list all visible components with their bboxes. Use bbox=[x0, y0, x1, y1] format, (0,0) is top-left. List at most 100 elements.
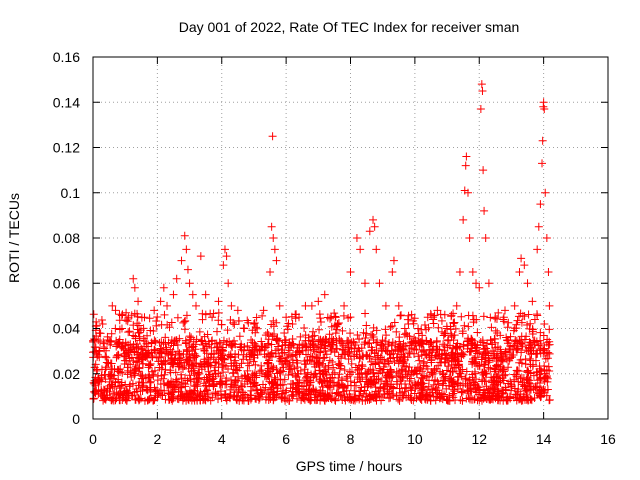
data-point bbox=[334, 318, 343, 327]
data-point bbox=[306, 396, 315, 405]
data-point bbox=[95, 353, 104, 362]
data-point bbox=[284, 371, 293, 380]
data-point-peak bbox=[196, 252, 205, 261]
data-point bbox=[208, 336, 217, 345]
data-point bbox=[299, 385, 308, 394]
data-point bbox=[343, 336, 352, 345]
data-point bbox=[291, 350, 300, 359]
data-point bbox=[201, 310, 210, 319]
data-point bbox=[506, 394, 515, 403]
data-point bbox=[416, 364, 425, 373]
data-point bbox=[124, 328, 133, 337]
data-point bbox=[321, 390, 330, 399]
data-point bbox=[346, 313, 355, 322]
data-point bbox=[345, 347, 354, 356]
data-point bbox=[445, 374, 454, 383]
data-point bbox=[410, 367, 419, 376]
data-point bbox=[138, 383, 147, 392]
data-point-peak bbox=[307, 301, 316, 310]
data-point bbox=[326, 314, 335, 323]
data-point bbox=[109, 389, 118, 398]
data-point bbox=[543, 374, 552, 383]
data-point bbox=[266, 367, 275, 376]
data-point bbox=[451, 324, 460, 333]
data-point-peak bbox=[365, 227, 374, 236]
data-point bbox=[319, 391, 328, 400]
data-point bbox=[355, 346, 364, 355]
data-point-peak bbox=[472, 279, 481, 288]
data-point bbox=[206, 361, 215, 370]
data-point-peak bbox=[259, 306, 268, 315]
data-point bbox=[164, 378, 173, 387]
data-point bbox=[315, 361, 324, 370]
data-point bbox=[192, 374, 201, 383]
data-point bbox=[298, 393, 307, 402]
data-point bbox=[170, 382, 179, 391]
data-point bbox=[157, 346, 166, 355]
data-point bbox=[339, 345, 348, 354]
data-point bbox=[381, 325, 390, 334]
data-point bbox=[146, 377, 155, 386]
data-point bbox=[295, 388, 304, 397]
data-point bbox=[204, 337, 213, 346]
data-point bbox=[139, 351, 148, 360]
data-point bbox=[238, 396, 247, 405]
data-point bbox=[392, 391, 401, 400]
data-point bbox=[172, 380, 181, 389]
data-point bbox=[488, 394, 497, 403]
data-point bbox=[377, 341, 386, 350]
data-point bbox=[287, 390, 296, 399]
data-point bbox=[504, 336, 513, 345]
data-point bbox=[386, 323, 395, 332]
data-point bbox=[273, 342, 282, 351]
data-point bbox=[221, 380, 230, 389]
data-point bbox=[504, 318, 513, 327]
data-point bbox=[122, 356, 131, 365]
data-point bbox=[456, 395, 465, 404]
y-tick-label: 0.02 bbox=[53, 366, 80, 382]
data-point-peak bbox=[222, 252, 231, 261]
data-point bbox=[113, 340, 122, 349]
data-point-peak bbox=[219, 261, 228, 270]
data-point bbox=[315, 325, 324, 334]
data-point bbox=[94, 336, 103, 345]
data-point bbox=[446, 367, 455, 376]
data-point bbox=[329, 363, 338, 372]
data-point bbox=[229, 368, 238, 377]
data-point bbox=[338, 326, 347, 335]
data-point bbox=[332, 325, 341, 334]
data-point bbox=[283, 322, 292, 331]
data-point bbox=[377, 396, 386, 405]
data-point-peak bbox=[394, 301, 403, 310]
data-point bbox=[151, 337, 160, 346]
data-point bbox=[119, 344, 128, 353]
data-point-peak bbox=[477, 80, 486, 89]
data-point bbox=[459, 380, 468, 389]
data-point-peak bbox=[272, 256, 281, 265]
data-point bbox=[309, 385, 318, 394]
data-point bbox=[204, 367, 213, 376]
data-point bbox=[107, 329, 116, 338]
data-point bbox=[300, 323, 309, 332]
data-point bbox=[118, 310, 127, 319]
data-point bbox=[431, 351, 440, 360]
data-point bbox=[350, 378, 359, 387]
data-point bbox=[511, 370, 520, 379]
data-point-peak bbox=[461, 161, 470, 170]
data-point bbox=[180, 317, 189, 326]
data-point bbox=[362, 392, 371, 401]
data-point bbox=[441, 358, 450, 367]
data-point bbox=[492, 314, 501, 323]
data-point bbox=[384, 357, 393, 366]
data-point bbox=[388, 338, 397, 347]
data-point bbox=[160, 386, 169, 395]
data-point bbox=[512, 345, 521, 354]
data-point bbox=[122, 396, 131, 405]
data-point-peak bbox=[538, 136, 547, 145]
data-point bbox=[470, 367, 479, 376]
data-point bbox=[426, 338, 435, 347]
data-point-peak bbox=[140, 313, 149, 322]
data-point bbox=[478, 368, 487, 377]
data-point bbox=[214, 308, 223, 317]
data-point bbox=[416, 338, 425, 347]
